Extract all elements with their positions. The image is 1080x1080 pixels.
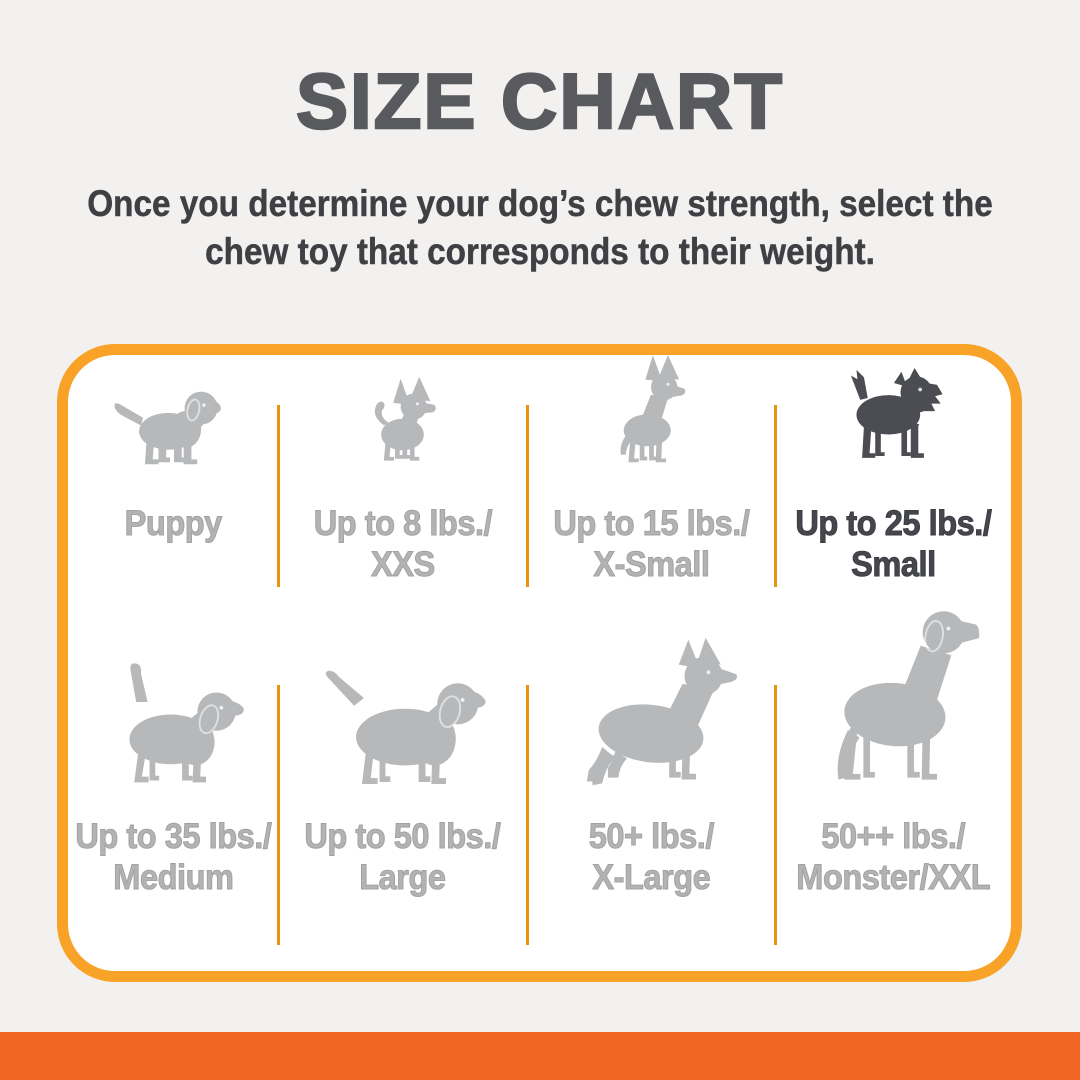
size-chart-grid: Puppy: [68, 355, 1011, 971]
size-label-line2: Small: [850, 545, 936, 585]
column-divider: [277, 405, 280, 587]
size-cell-xsmall: Up to 15 lbs./ X-Small: [527, 355, 775, 612]
size-cell-small-selected: Up to 25 lbs./ Small: [775, 355, 1011, 612]
size-label-line1: 50++ lbs./: [821, 817, 966, 857]
subtitle-line-2: chew toy that corresponds to their weigh…: [205, 231, 875, 273]
column-divider: [526, 685, 529, 945]
beagle-icon: [129, 663, 244, 783]
size-label-line1: Up to 8 lbs./: [313, 504, 493, 544]
labrador-icon: [325, 670, 485, 785]
size-label-line2: Medium: [112, 858, 234, 898]
great-dane-icon: [837, 611, 980, 780]
terrier-icon: [850, 368, 943, 458]
xsmall-dog-icon: [620, 355, 686, 463]
bottom-accent-bar: [0, 1032, 1080, 1080]
column-divider: [526, 405, 529, 587]
page-title: SIZE CHART: [295, 56, 784, 147]
size-label-line1: Up to 35 lbs./: [74, 817, 272, 857]
chihuahua-icon: [374, 376, 436, 461]
subtitle-line-1: Once you determine your dog’s chew stren…: [87, 183, 993, 225]
size-label-line1: Up to 25 lbs./: [794, 504, 992, 544]
size-label-line1: Up to 15 lbs./: [552, 504, 750, 544]
size-label-line1: 50+ lbs./: [588, 817, 715, 857]
size-cell-puppy: Puppy: [68, 355, 278, 612]
size-cell-medium: Up to 35 lbs./ Medium: [68, 612, 278, 971]
column-divider: [774, 685, 777, 945]
size-label-line2: X-Small: [592, 545, 710, 585]
page-subtitle: Once you determine your dog’s chew stren…: [54, 180, 1026, 276]
size-cell-xxs: Up to 8 lbs./ XXS: [278, 355, 527, 612]
shepherd-icon: [586, 637, 738, 786]
puppy-icon: [114, 391, 221, 465]
size-cell-xlarge: 50+ lbs./ X-Large: [527, 612, 775, 971]
column-divider: [277, 685, 280, 945]
size-cell-large: Up to 50 lbs./ Large: [278, 612, 527, 971]
size-label-line2: Monster/XXL: [796, 858, 991, 898]
size-label-line2: Large: [359, 858, 447, 898]
size-chart-panel: Puppy: [57, 344, 1022, 982]
column-divider: [774, 405, 777, 587]
size-label-line2: XXS: [370, 545, 435, 585]
size-cell-monster: 50++ lbs./ Monster/XXL: [775, 611, 1011, 971]
size-label-line1: Puppy: [124, 504, 223, 544]
size-label-line1: Up to 50 lbs./: [304, 817, 501, 857]
size-label-line2: X-Large: [592, 858, 711, 898]
